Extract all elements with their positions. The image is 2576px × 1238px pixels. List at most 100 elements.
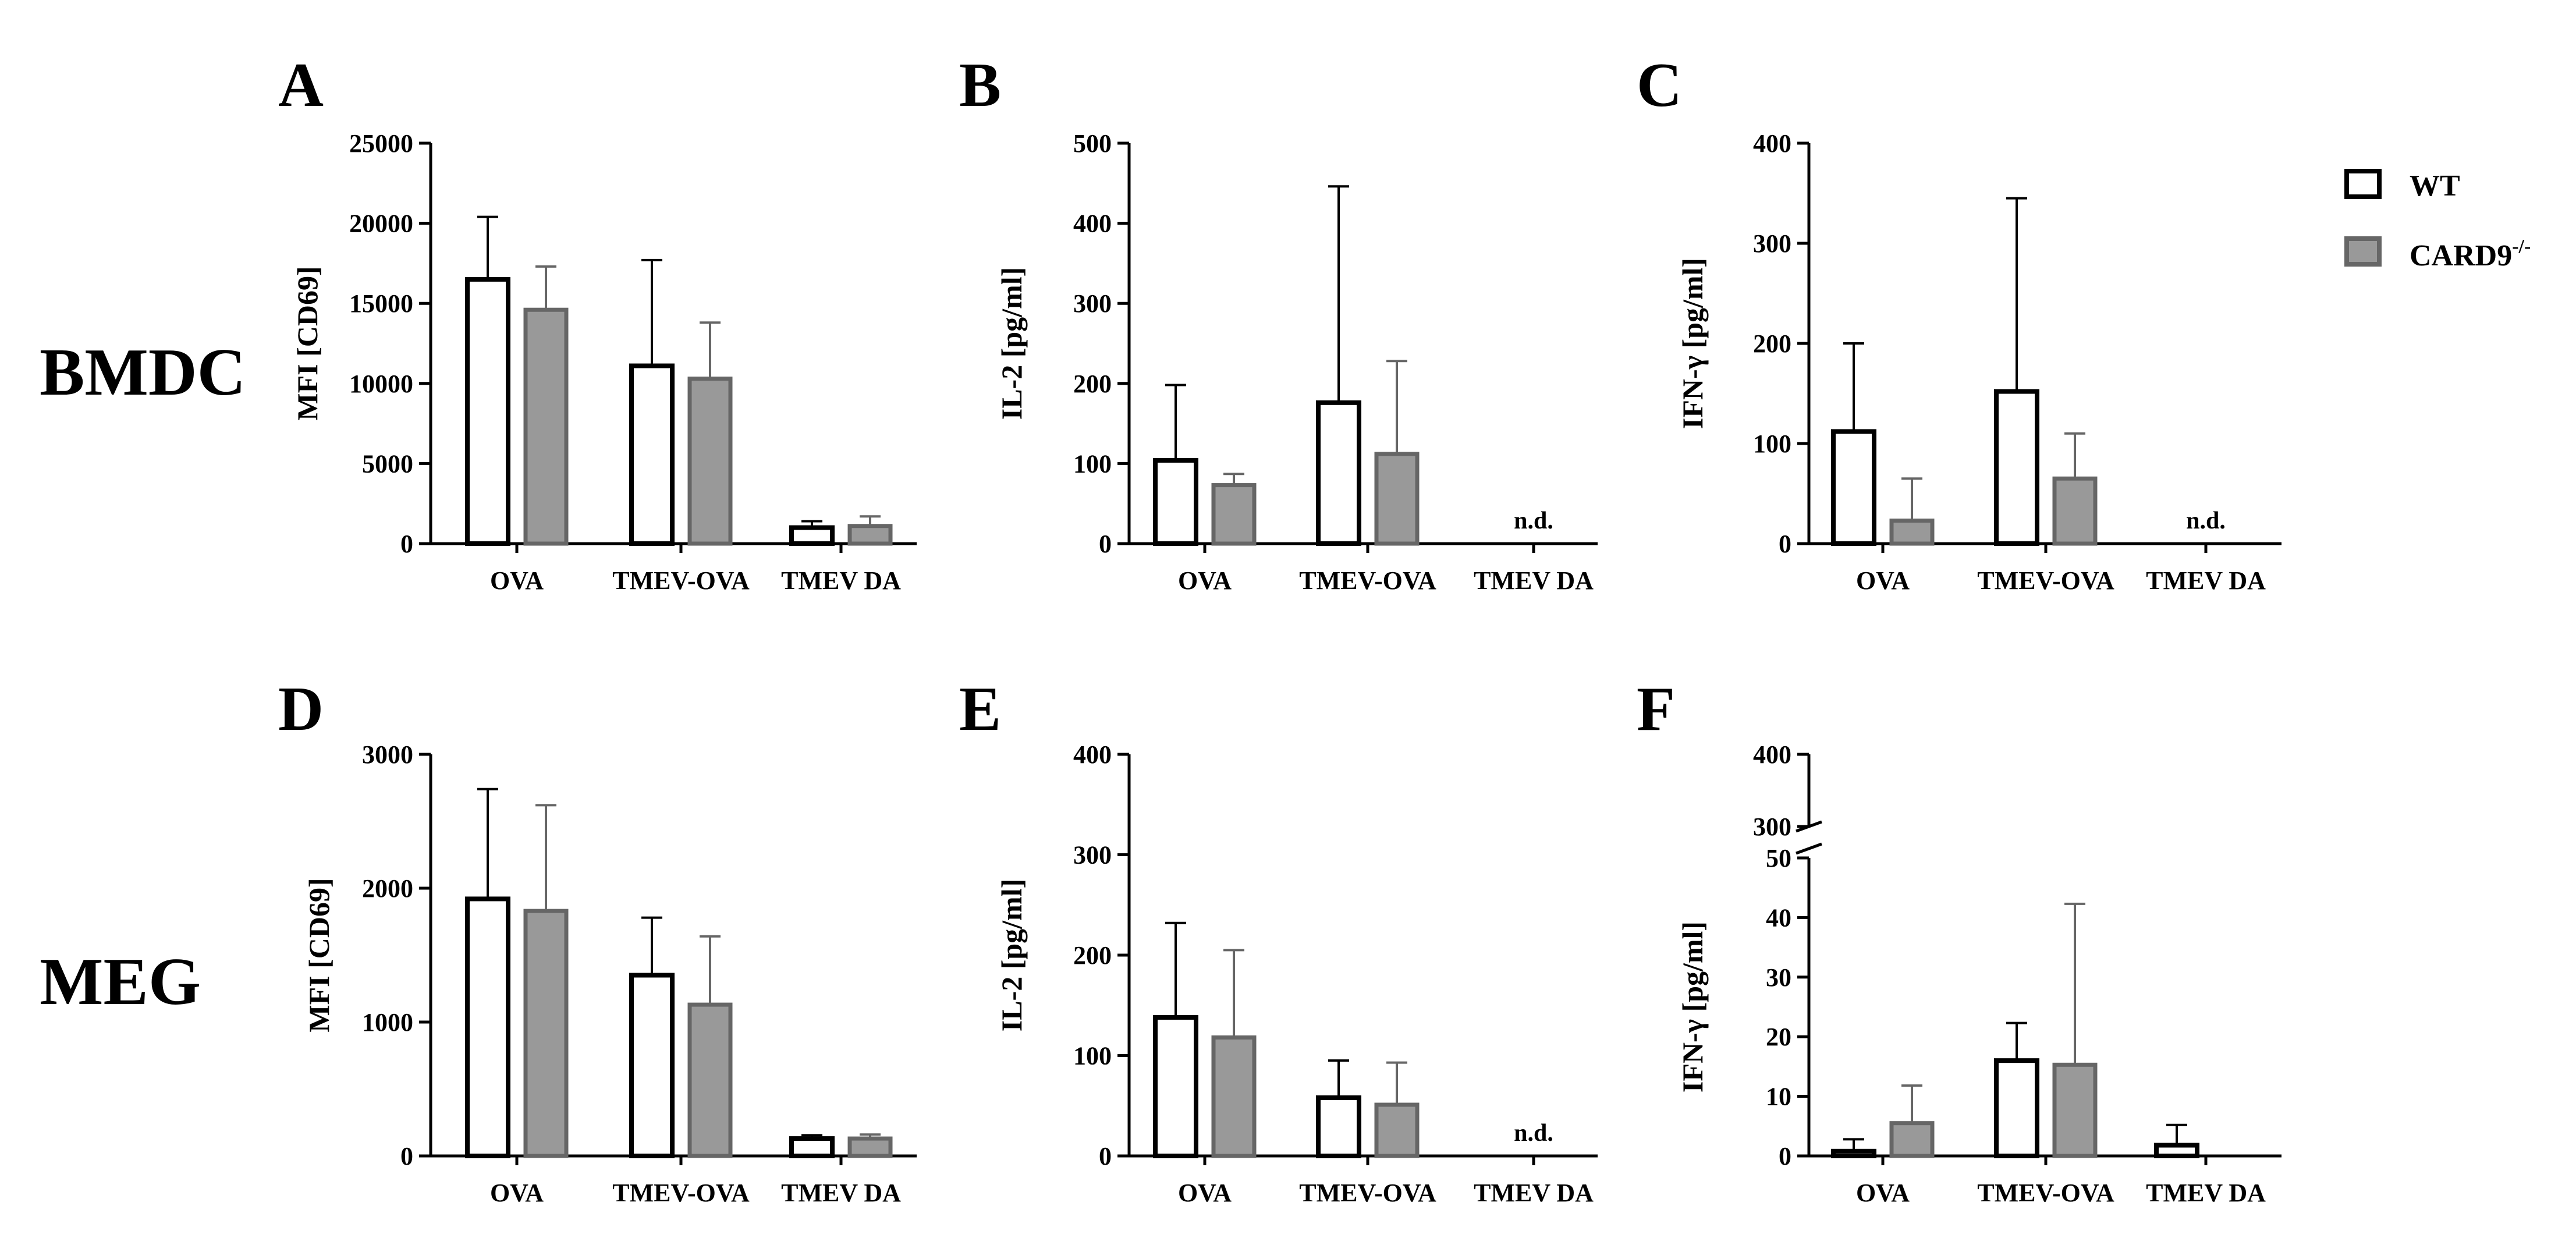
y-tick-label-f: 300 <box>1753 813 1791 841</box>
bar-wt-e <box>1153 1014 1198 1158</box>
y-tick-label-a: 20000 <box>349 210 413 238</box>
x-tick-label-a: TMEV-OVA <box>612 566 750 595</box>
y-tick-label-b: 500 <box>1073 129 1112 158</box>
legend: WT CARD9-/- <box>2344 169 2531 272</box>
x-tick-label-b: TMEV-OVA <box>1299 566 1436 595</box>
bar-wt-d <box>789 1136 835 1158</box>
bar-wt-b <box>1316 400 1361 546</box>
row-label-bmdc: BMDC <box>40 335 246 410</box>
annotation-nd-b: n.d. <box>1514 508 1553 534</box>
y-tick-label-f: 0 <box>1779 1142 1791 1170</box>
panel-label-d: D <box>278 675 324 744</box>
y-axis-title-b: IL-2 [pg/ml] <box>995 267 1028 420</box>
y-tick-label-d: 2000 <box>362 874 413 903</box>
x-tick-label-d: OVA <box>490 1179 544 1207</box>
bar-card9-e <box>1211 1035 1257 1158</box>
x-tick-label-b: TMEV DA <box>1474 566 1594 595</box>
legend-card9-superscript: -/- <box>2512 236 2531 257</box>
y-tick-label-a: 10000 <box>349 370 413 398</box>
y-tick-label-d: 1000 <box>362 1008 413 1037</box>
y-tick-label-a: 0 <box>400 530 413 558</box>
panel-label-c: C <box>1637 51 1682 120</box>
bar-card9-b <box>1374 452 1420 546</box>
bar-wt-f <box>1831 1148 1876 1158</box>
y-axis-title-e: IL-2 [pg/ml] <box>995 879 1028 1032</box>
y-tick-label-c: 300 <box>1753 229 1791 258</box>
x-tick-label-e: TMEV-OVA <box>1299 1179 1436 1207</box>
annotation-nd-c: n.d. <box>2186 508 2226 534</box>
y-tick-label-c: 0 <box>1779 530 1791 558</box>
panel-label-b: B <box>959 51 1001 120</box>
y-tick-label-a: 15000 <box>349 289 413 318</box>
bar-wt-a <box>465 276 510 546</box>
bar-card9-b <box>1211 483 1257 546</box>
x-tick-label-e: TMEV DA <box>1474 1179 1594 1207</box>
bar-card9-a <box>687 377 733 546</box>
y-tick-label-a: 25000 <box>349 129 413 158</box>
y-tick-label-e: 300 <box>1073 841 1112 870</box>
bar-wt-d <box>465 896 510 1159</box>
x-tick-label-f: TMEV DA <box>2146 1179 2266 1207</box>
bar-wt-f <box>2154 1143 2199 1158</box>
y-tick-label-c: 200 <box>1753 329 1791 358</box>
y-tick-label-d: 0 <box>400 1142 413 1170</box>
y-tick-label-b: 400 <box>1073 210 1112 238</box>
bar-card9-a <box>847 524 893 546</box>
y-axis-title-d: MFI [CD69] <box>303 878 335 1032</box>
y-tick-label-c: 100 <box>1753 430 1791 458</box>
bar-wt-d <box>629 973 675 1158</box>
bar-card9-d <box>847 1136 893 1158</box>
row-label-meg: MEG <box>40 945 201 1019</box>
chart-panel-f: F 0 10 20 30 40 50 300 400 IFN-γ [pg/ml] OVA TMEV-O… <box>1637 675 2282 1207</box>
y-tick-label-d: 3000 <box>362 740 413 769</box>
bar-card9-d <box>523 909 569 1158</box>
x-tick-label-c: OVA <box>1856 566 1910 595</box>
x-tick-label-a: TMEV DA <box>781 566 901 595</box>
panel-label-a: A <box>278 51 324 120</box>
bar-wt-a <box>789 525 835 546</box>
panel-label-e: E <box>959 675 1001 744</box>
chart-panel-d: D 0 1000 2000 3000 MFI [CD69] OVA TMEV-OVA TMEV … <box>278 675 917 1207</box>
y-axis-title-f: IFN-γ [pg/ml] <box>1676 921 1709 1092</box>
chart-panel-e: E 0 100 200 300 400 IL-2 [pg/ml] OVA TMEV-OVA TME… <box>959 675 1598 1207</box>
bar-card9-d <box>687 1002 733 1158</box>
y-tick-label-f: 400 <box>1753 740 1791 769</box>
y-tick-label-f: 10 <box>1766 1083 1791 1111</box>
legend-card9-label: CARD9-/- <box>2410 236 2531 272</box>
y-tick-label-e: 400 <box>1073 740 1112 769</box>
legend-card9-text: CARD9 <box>2410 239 2512 272</box>
y-axis-title-c: IFN-γ [pg/ml] <box>1676 258 1709 429</box>
x-tick-label-f: TMEV-OVA <box>1977 1179 2114 1207</box>
x-tick-label-a: OVA <box>490 566 544 595</box>
bar-card9-f <box>1889 1121 1935 1158</box>
legend-wt-label: WT <box>2410 169 2460 203</box>
y-tick-label-e: 100 <box>1073 1042 1112 1070</box>
x-tick-label-d: TMEV DA <box>781 1179 901 1207</box>
chart-panel-b: B 0 100 200 300 400 500 IL-2 [pg/ml] OVA TMEV-OVA… <box>959 51 1598 595</box>
axis-break-mark-f <box>1796 842 1822 855</box>
y-tick-label-b: 100 <box>1073 449 1112 478</box>
bar-card9-e <box>1374 1102 1420 1158</box>
bar-card9-f <box>2052 1062 2098 1158</box>
y-tick-label-b: 200 <box>1073 370 1112 398</box>
annotation-nd-e: n.d. <box>1514 1120 1553 1147</box>
x-tick-label-b: OVA <box>1178 566 1232 595</box>
y-axis-title-a: MFI [CD69] <box>291 266 324 420</box>
x-tick-label-c: TMEV DA <box>2146 566 2266 595</box>
x-tick-label-e: OVA <box>1178 1179 1232 1207</box>
chart-panel-a: A 0 5000 10000 15000 20000 25000 MFI [CD69] OVA T… <box>278 51 917 595</box>
x-tick-label-f: OVA <box>1856 1179 1910 1207</box>
y-tick-label-e: 200 <box>1073 941 1112 970</box>
y-tick-label-f: 40 <box>1766 903 1791 932</box>
legend-card9-swatch <box>2344 236 2382 267</box>
bar-wt-a <box>629 363 675 546</box>
x-tick-label-c: TMEV-OVA <box>1977 566 2114 595</box>
bar-wt-f <box>1994 1058 2039 1159</box>
bar-card9-c <box>1889 518 1935 546</box>
y-tick-label-b: 300 <box>1073 289 1112 318</box>
y-tick-label-c: 400 <box>1753 129 1791 158</box>
bar-wt-c <box>1994 389 2039 546</box>
legend-wt-swatch <box>2344 169 2382 199</box>
